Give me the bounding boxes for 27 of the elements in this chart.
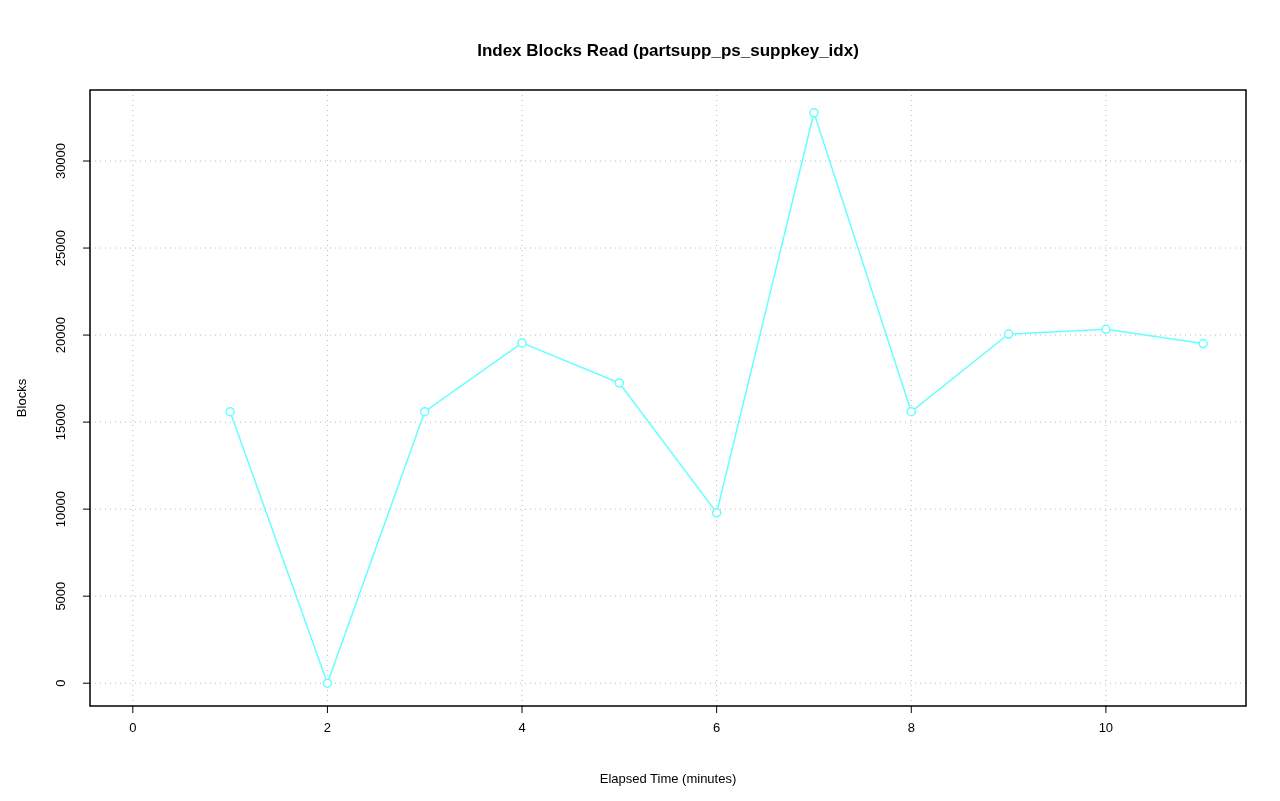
point	[517, 338, 527, 348]
point	[419, 406, 430, 417]
x-tick-label: 0	[129, 720, 137, 735]
y-tick-label: 15000	[53, 404, 68, 441]
x-tick-label: 4	[518, 720, 526, 735]
y-tick-label: 25000	[53, 229, 68, 267]
x-tick-label: 6	[713, 720, 721, 735]
x-tick-label: 10	[1098, 720, 1114, 735]
point	[225, 406, 235, 417]
y-tick-label: 0	[53, 679, 68, 687]
y-tick-label: 10000	[53, 491, 68, 528]
point	[322, 678, 333, 688]
y-axis-title: Blocks	[14, 378, 29, 418]
point	[906, 406, 917, 417]
point	[711, 508, 722, 518]
y-tick-label: 30000	[53, 142, 68, 180]
x-axis-title: Elapsed Time (minutes)	[599, 771, 737, 786]
x-tick-label: 2	[323, 720, 332, 735]
y-tick-label: 5000	[53, 581, 68, 611]
point	[809, 108, 819, 118]
point	[1101, 324, 1111, 335]
chart-title: Index Blocks Read (partsupp_ps_suppkey_idx)	[477, 41, 859, 60]
y-tick-label: 20000	[53, 317, 68, 354]
point	[1003, 329, 1014, 339]
x-tick-label: 8	[907, 720, 915, 735]
point	[614, 378, 625, 388]
point	[1198, 338, 1208, 349]
